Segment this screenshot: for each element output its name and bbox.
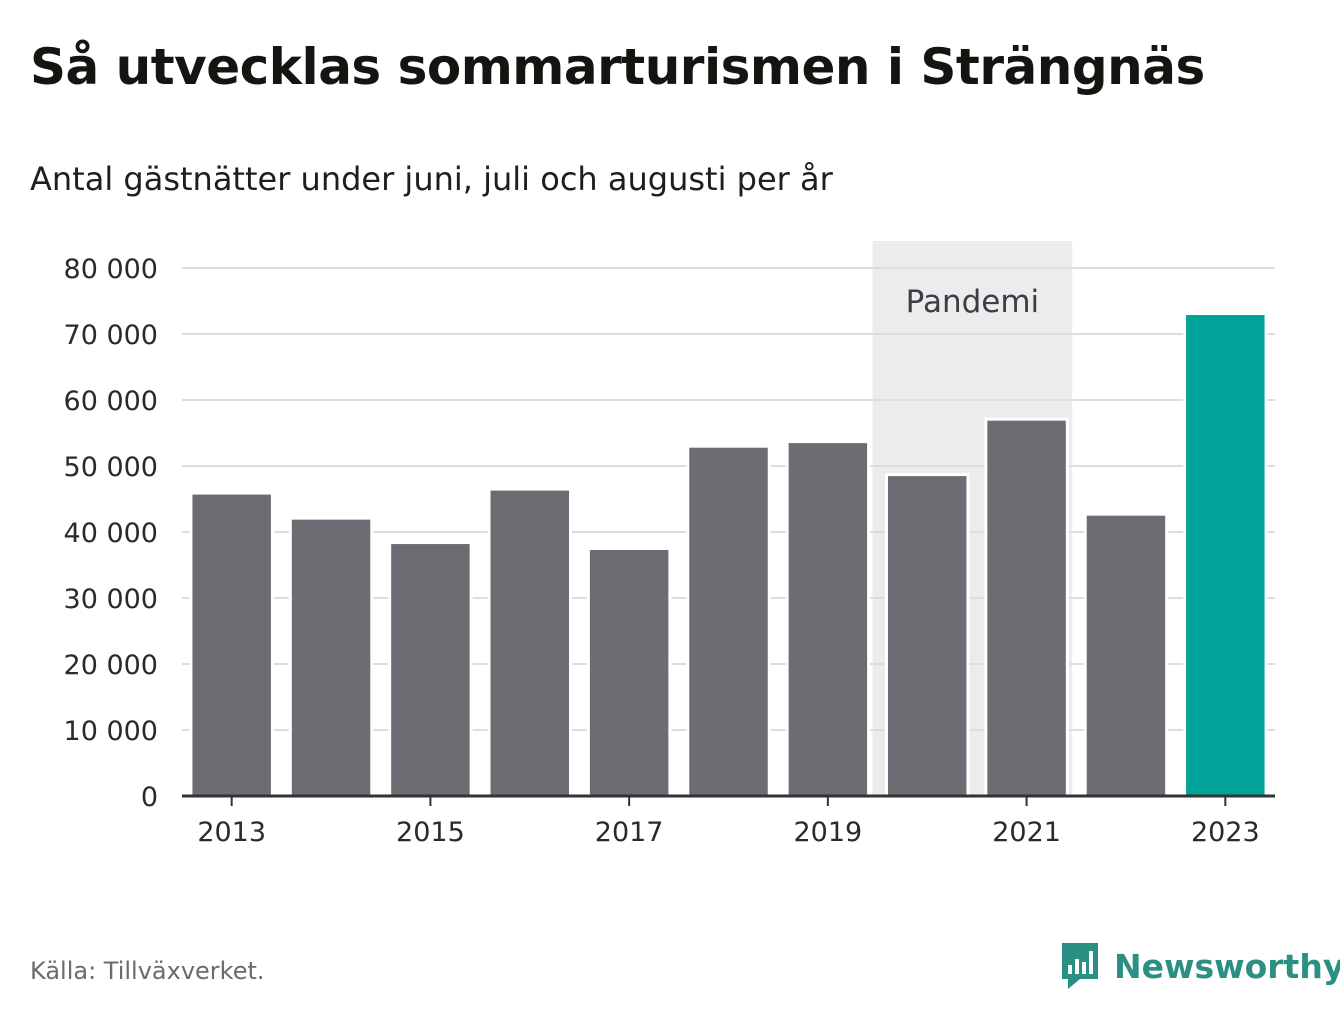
newsworthy-logo-icon [1062, 943, 1098, 989]
y-tick-label: 20 000 [64, 650, 158, 681]
bar-2018 [686, 444, 771, 798]
bar-2020 [884, 473, 970, 798]
bar-2021 [984, 417, 1069, 798]
bar-2017 [586, 547, 672, 798]
bar-2014 [288, 516, 374, 798]
y-tick-label: 10 000 [64, 716, 158, 747]
x-tick-label: 2017 [595, 817, 664, 848]
bar-2016 [487, 487, 573, 798]
bar-2013 [189, 491, 274, 798]
brand-name: Newsworthy [1114, 946, 1340, 986]
y-tick-label: 80 000 [64, 254, 158, 285]
bar-chart: Pandemi 0 10 000 20 000 30 000 40 000 50 000 6… [64, 241, 1275, 848]
y-tick-label: 60 000 [64, 386, 158, 417]
x-tick-label: 2015 [396, 817, 465, 848]
bar-2022 [1083, 512, 1169, 798]
y-tick-label: 70 000 [64, 320, 158, 351]
chart-title: Så utvecklas sommarturismen i Strängnäs [30, 38, 1205, 96]
y-axis-labels: 0 10 000 20 000 30 000 40 000 50 000 60 000 70 … [64, 254, 158, 813]
y-tick-label: 0 [141, 782, 158, 813]
y-tick-label: 40 000 [64, 518, 158, 549]
x-axis-ticks: 2013 2015 2017 2019 2021 2023 [197, 796, 1260, 848]
bar-2015 [388, 541, 473, 798]
x-tick-label: 2019 [794, 817, 863, 848]
chart-subtitle: Antal gästnätter under juni, juli och au… [30, 160, 833, 198]
bar-2023 [1183, 312, 1268, 798]
bars [189, 312, 1268, 798]
bar-2019 [785, 440, 871, 798]
x-tick-label: 2021 [992, 817, 1061, 848]
brand-logo[interactable]: Newsworthy [1060, 940, 1340, 992]
source-note: Källa: Tillväxverket. [30, 957, 265, 985]
y-tick-label: 30 000 [64, 584, 158, 615]
pandemic-label: Pandemi [906, 284, 1040, 320]
x-tick-label: 2023 [1191, 817, 1260, 848]
y-tick-label: 50 000 [64, 452, 158, 483]
x-tick-label: 2013 [197, 817, 266, 848]
